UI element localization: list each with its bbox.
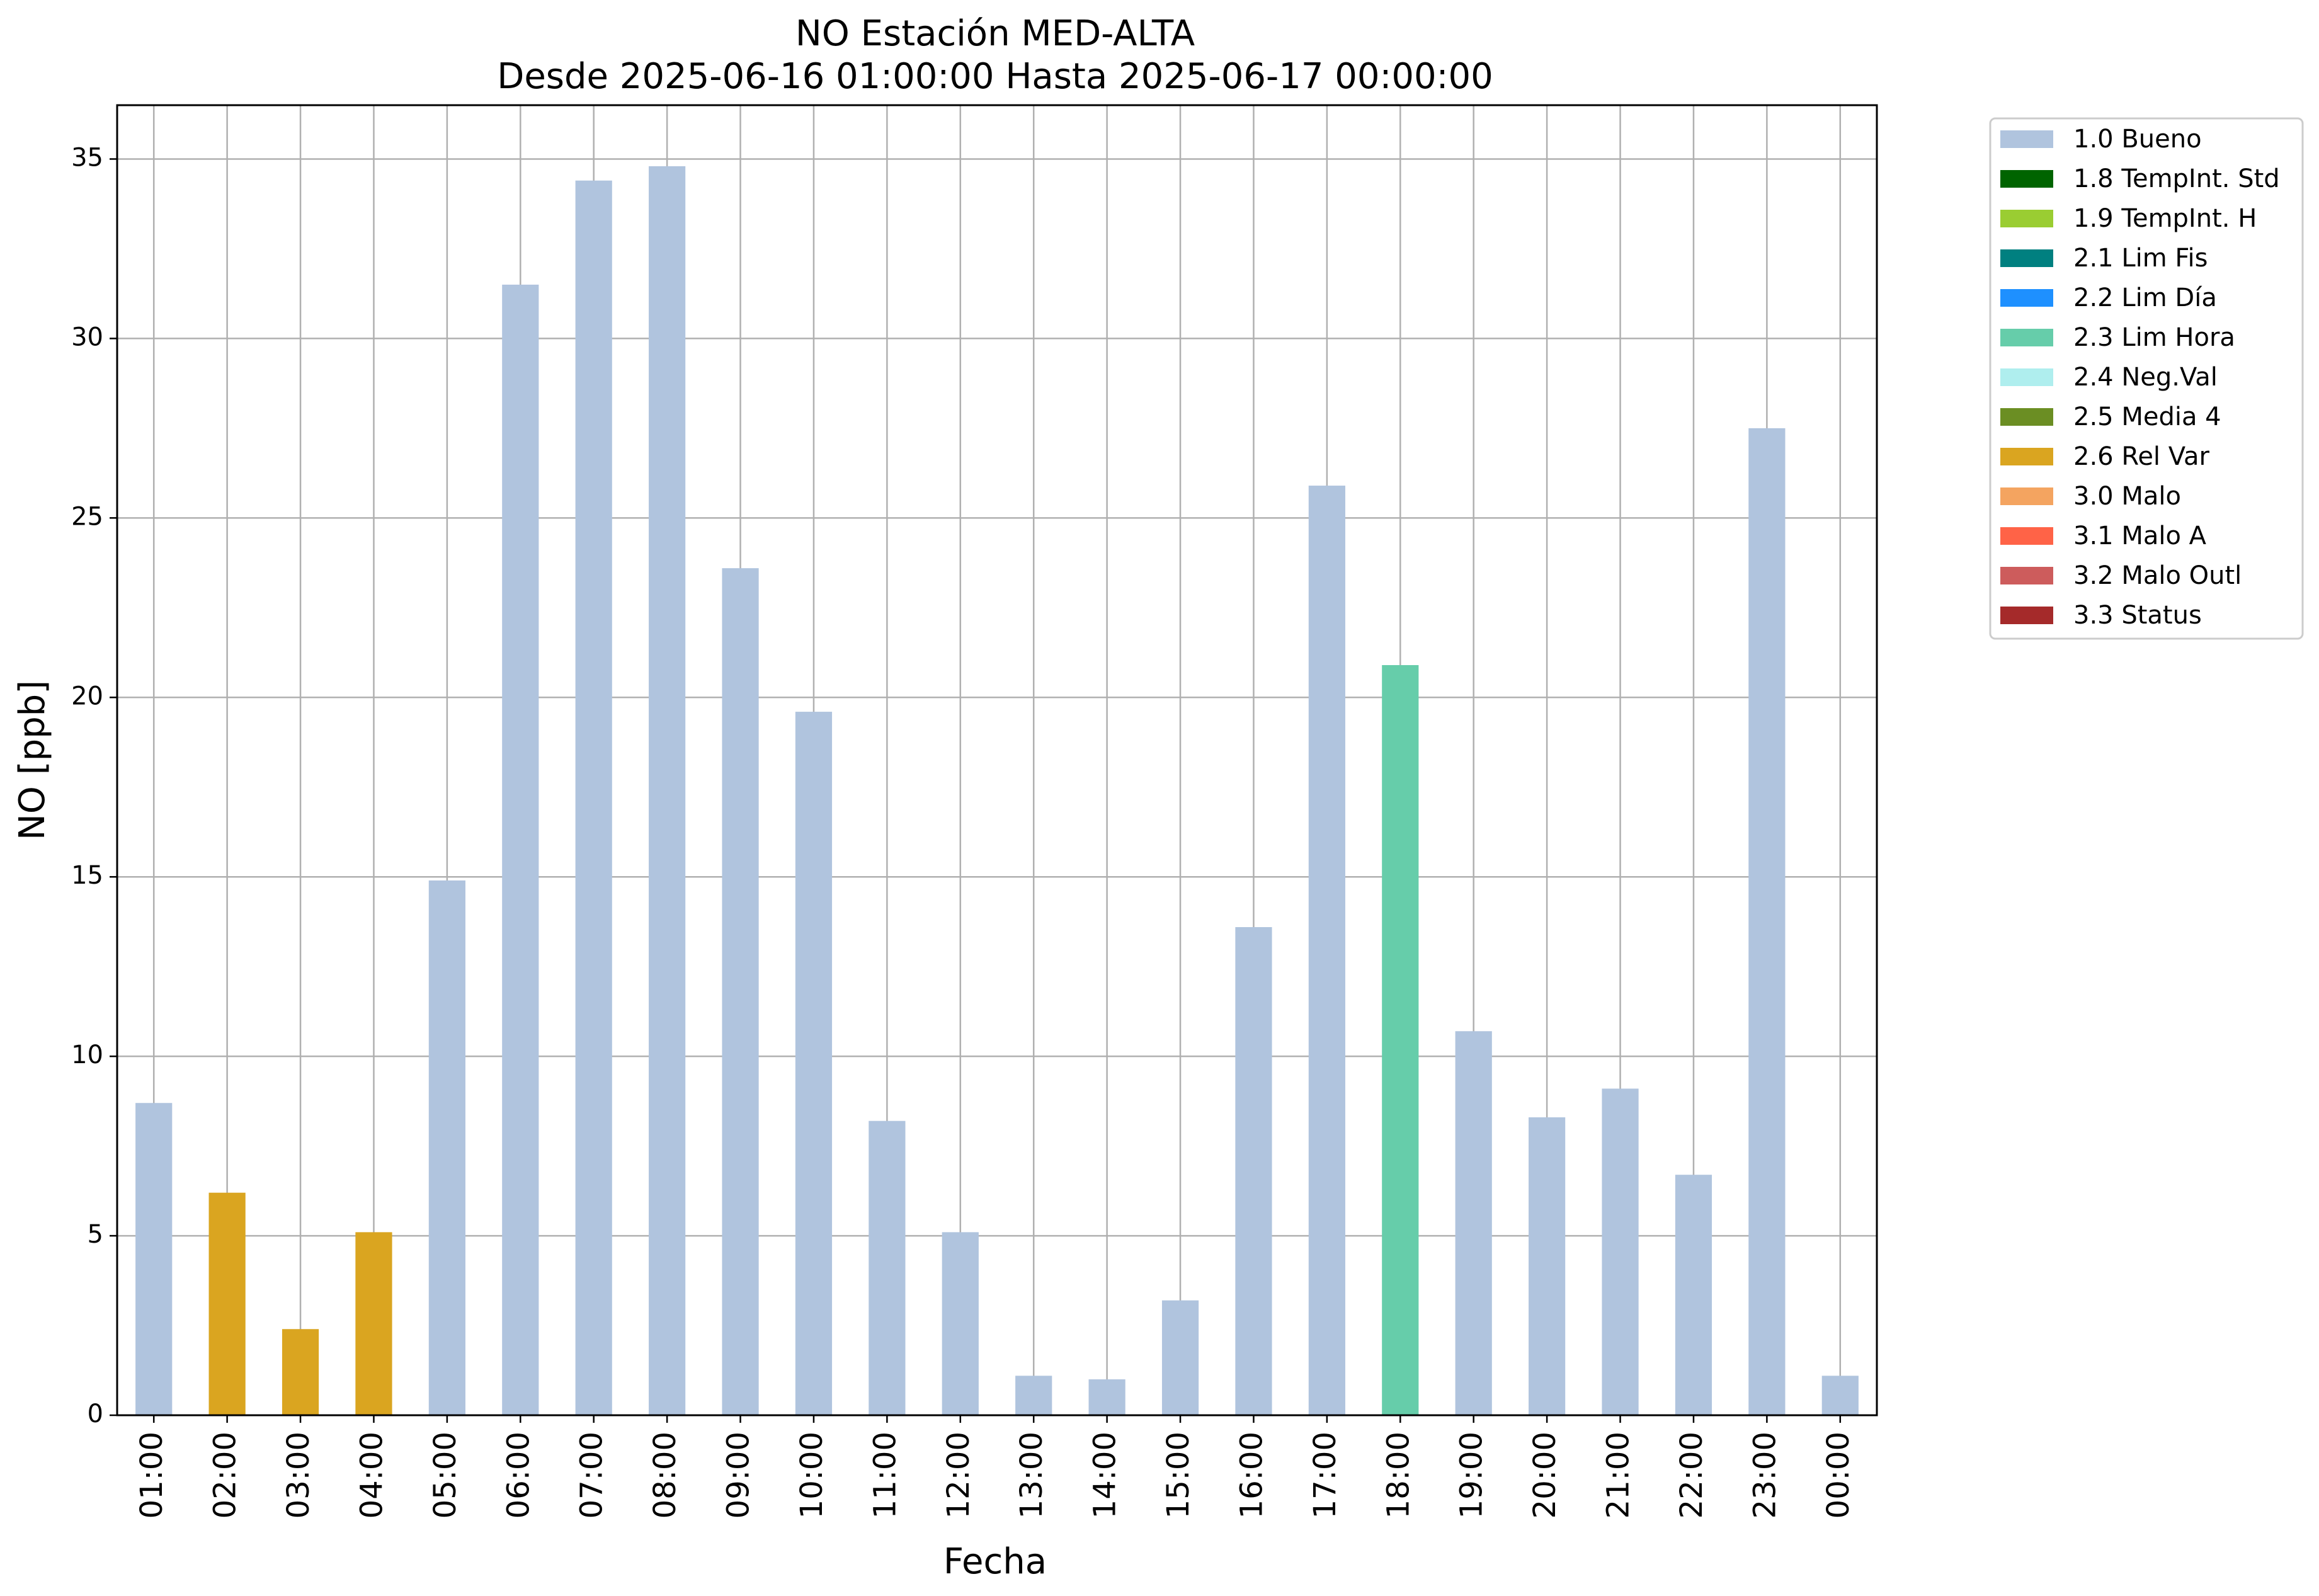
y-tick-label: 10 [71,1040,103,1069]
bar-0300 [282,1329,319,1415]
y-tick-label: 20 [71,681,103,710]
x-tick-label: 19:00 [1454,1432,1490,1519]
bar-0700 [575,180,612,1415]
legend-label: 2.2 Lim Día [2073,283,2217,312]
legend-label: 2.3 Lim Hora [2073,323,2235,352]
legend-swatch [2000,210,2053,227]
x-axis-label: Fecha [943,1541,1047,1582]
bar-1600 [1235,926,1272,1415]
bar-1100 [869,1120,906,1415]
legend-label: 3.0 Malo [2073,482,2181,511]
bar-0600 [502,284,539,1415]
bar-1300 [1015,1376,1052,1415]
y-axis-label: NO [ppb] [12,680,53,840]
legend-swatch [2000,289,2053,307]
y-tick-label: 0 [88,1399,103,1428]
x-tick-label: 15:00 [1161,1432,1196,1519]
legend-swatch [2000,607,2053,624]
legend-swatch [2000,170,2053,188]
bar-0500 [428,880,465,1415]
bar-0200 [208,1192,246,1415]
y-tick-label: 5 [88,1220,103,1249]
legend-label: 2.5 Media 4 [2073,402,2221,431]
bar-0100 [135,1103,173,1415]
bar-2200 [1675,1175,1712,1415]
x-tick-label: 14:00 [1088,1432,1123,1519]
bar-1900 [1455,1031,1492,1415]
legend-swatch [2000,487,2053,505]
x-tick-label: 12:00 [941,1432,976,1519]
legend-swatch [2000,329,2053,346]
x-tick-label: 21:00 [1601,1432,1636,1519]
bar-2300 [1748,428,1786,1415]
y-axis-ticks: 0 5 10 15 20 25 30 35 [71,143,117,1428]
legend-box [1989,117,2304,640]
x-tick-label: 05:00 [428,1432,463,1519]
x-axis-ticks: 01:00 02:00 03:00 04:00 05:00 06:00 07:00 08:00… [134,1415,1856,1519]
y-tick-label: 35 [71,143,103,172]
x-tick-label: 11:00 [867,1432,903,1519]
legend-label: 1.0 Bueno [2073,125,2202,154]
plot-frame [116,104,1878,1416]
bar-0800 [649,166,686,1415]
legend-label: 3.2 Malo Outl [2073,561,2242,590]
x-tick-label: 00:00 [1821,1432,1856,1519]
legend-swatch [2000,567,2053,584]
bar-1400 [1088,1379,1125,1415]
x-tick-label: 01:00 [134,1432,169,1519]
legend-label: 2.6 Rel Var [2073,442,2210,471]
x-tick-label: 09:00 [721,1432,756,1519]
x-tick-label: 04:00 [354,1432,389,1519]
legend-label: 3.1 Malo A [2073,522,2207,550]
bar-0000 [1821,1376,1859,1415]
x-tick-label: 06:00 [501,1432,536,1519]
legend-label: 2.1 Lim Fis [2073,244,2208,273]
legend-swatch [2000,368,2053,386]
bar-1800 [1382,664,1419,1415]
legend-label: 1.8 TempInt. Std [2073,164,2280,193]
x-tick-label: 07:00 [574,1432,610,1519]
x-tick-label: 17:00 [1308,1432,1343,1519]
chart-subtitle: Desde 2025-06-16 01:00:00 Hasta 2025-06-… [497,56,1493,97]
legend: 1.0 Bueno 1.8 TempInt. Std 1.9 TempInt. H 2… [1989,117,2304,640]
bar-0900 [722,568,759,1415]
x-tick-label: 03:00 [281,1432,316,1519]
bar-2100 [1602,1088,1639,1415]
x-tick-label: 18:00 [1381,1432,1416,1519]
x-tick-label: 08:00 [647,1432,683,1519]
legend-swatch [2000,130,2053,148]
y-tick-label: 25 [71,502,103,531]
legend-swatch [2000,527,2053,545]
legend-swatch [2000,448,2053,465]
bars [135,166,1859,1415]
x-tick-label: 02:00 [208,1432,243,1519]
x-tick-label: 20:00 [1527,1432,1563,1519]
bar-1000 [795,712,833,1415]
bar-2000 [1529,1117,1566,1415]
legend-label: 2.4 Neg.Val [2073,363,2218,392]
y-tick-label: 30 [71,322,103,351]
x-tick-label: 22:00 [1674,1432,1709,1519]
legend-swatch [2000,408,2053,426]
x-tick-label: 16:00 [1234,1432,1269,1519]
x-tick-label: 13:00 [1014,1432,1049,1519]
x-tick-label: 10:00 [794,1432,829,1519]
y-tick-label: 15 [71,861,103,890]
bar-1500 [1161,1300,1199,1415]
chart-title: NO Estación MED-ALTA [795,13,1195,54]
bar-1700 [1308,486,1345,1415]
legend-swatch [2000,249,2053,267]
legend-label: 3.3 Status [2073,601,2202,630]
x-tick-label: 23:00 [1747,1432,1782,1519]
legend-label: 1.9 TempInt. H [2073,204,2257,233]
bar-1200 [942,1232,979,1415]
bar-0400 [355,1232,392,1415]
